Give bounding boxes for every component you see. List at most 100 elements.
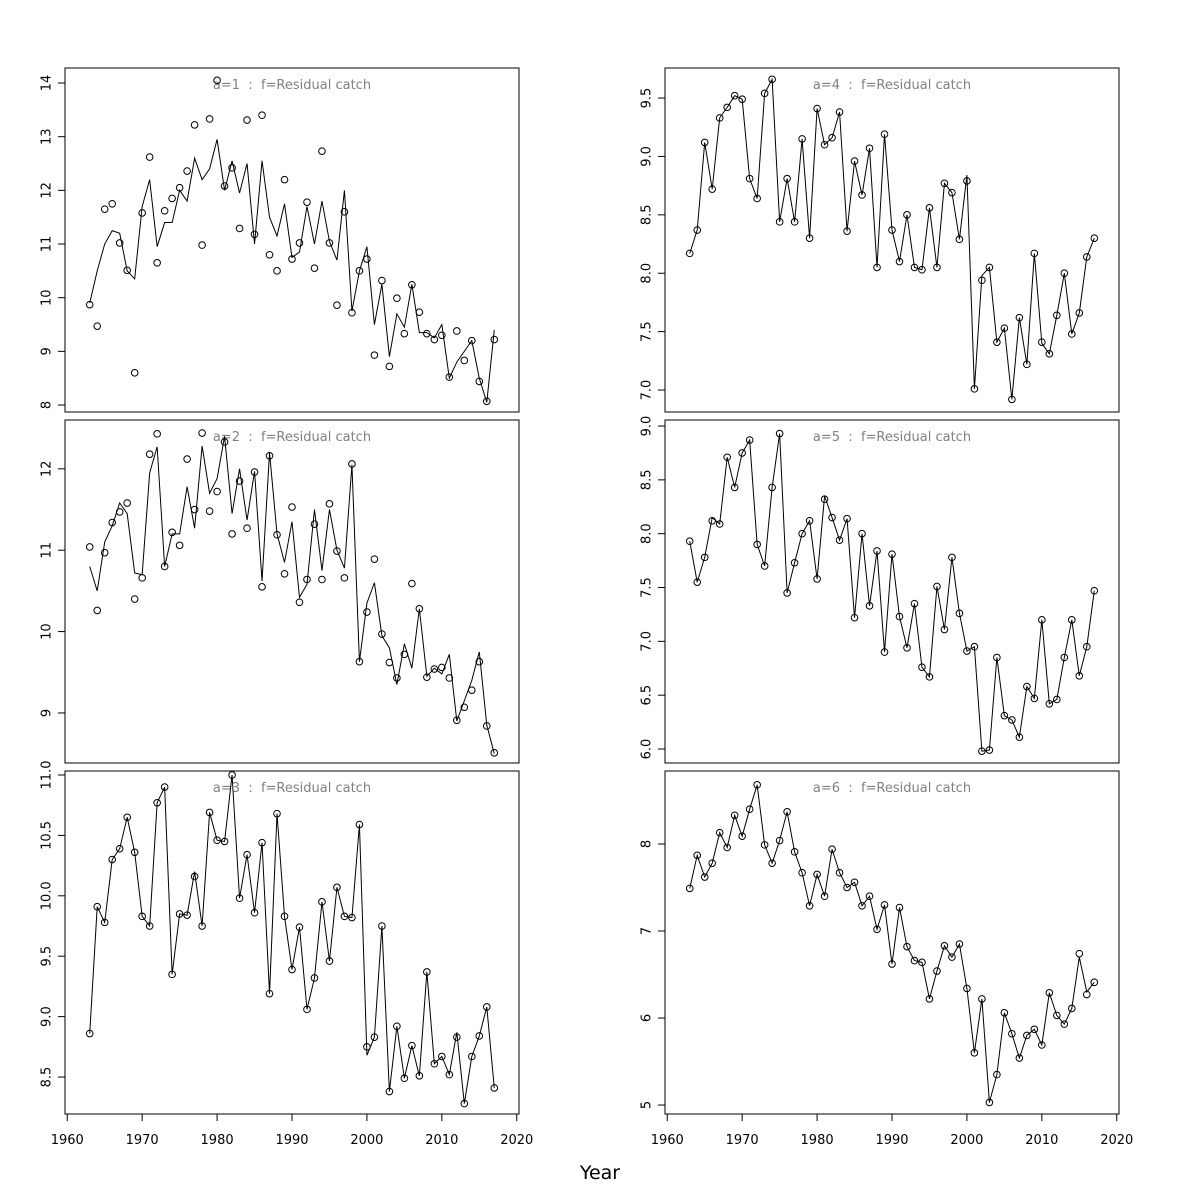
y-tick-label: 8.0: [640, 263, 655, 284]
observed-point: [850, 878, 859, 887]
observed-point: [198, 241, 206, 249]
observed-point: [93, 322, 102, 330]
observed-point: [475, 657, 484, 666]
y-tick-label: 8.5: [640, 204, 655, 225]
x-axis-label: Year: [579, 1162, 620, 1184]
x-tick-label: 1980: [201, 1133, 234, 1148]
observed-point: [243, 524, 251, 533]
observed-point: [948, 188, 956, 197]
observed-point: [1060, 653, 1069, 662]
observed-point: [700, 873, 709, 881]
observed-point: [153, 259, 161, 267]
observed-point: [895, 257, 904, 266]
observed-point: [393, 674, 401, 682]
observed-point: [775, 836, 784, 845]
observed-point: [145, 450, 154, 458]
observed-point: [460, 356, 469, 365]
observed-point: [325, 500, 334, 508]
y-tick-label: 5: [640, 1101, 655, 1109]
observed-point: [798, 868, 806, 877]
y-tick-label: 9.0: [640, 416, 655, 437]
observed-point: [310, 520, 319, 528]
observed-point: [468, 336, 476, 345]
observed-point: [693, 851, 702, 860]
observed-point: [168, 194, 176, 203]
observed-point: [213, 836, 221, 845]
y-tick-label: 10: [40, 623, 55, 640]
observed-point: [828, 513, 836, 522]
observed-point: [828, 133, 836, 142]
observed-point: [445, 373, 454, 381]
panel-title: a=3 : f=Residual catch: [213, 781, 371, 796]
y-tick-label: 7.0: [640, 380, 655, 401]
observed-point: [228, 164, 236, 172]
y-tick-label: 10.5: [40, 821, 55, 850]
observed-point: [250, 230, 259, 239]
observed-point: [123, 499, 131, 507]
plot-frame: [664, 67, 1120, 413]
y-tick-label: 8: [40, 401, 55, 409]
x-tick-label: 2010: [425, 1133, 458, 1148]
observed-point: [933, 967, 941, 975]
y-tick-label: 8.5: [40, 1067, 55, 1088]
y-tick-label: 13: [40, 128, 55, 145]
panel-title: a=6 : f=Residual catch: [813, 781, 971, 796]
observed-point: [340, 208, 349, 216]
y-tick-label: 11.0: [40, 761, 55, 790]
y-tick-label: 7.5: [640, 577, 655, 598]
y-tick-label: 9.5: [640, 88, 655, 109]
y-tick-label: 11: [40, 542, 55, 559]
x-tick-label: 1970: [726, 1133, 759, 1148]
observed-point: [370, 555, 379, 563]
observed-point: [130, 595, 139, 603]
observed-point: [123, 813, 131, 822]
y-tick-label: 9: [40, 347, 55, 355]
panel-title: a=5 : f=Residual catch: [813, 430, 971, 445]
observed-point: [265, 250, 274, 259]
observed-point: [835, 868, 844, 877]
observed-point: [1053, 311, 1061, 320]
x-tick-label: 2000: [950, 1133, 983, 1148]
observed-point: [835, 536, 844, 544]
fitted-line: [689, 433, 1095, 752]
observed-point: [1030, 1025, 1039, 1034]
observed-point: [820, 892, 829, 901]
observed-point: [963, 647, 971, 655]
y-tick-label: 7.0: [640, 631, 655, 652]
observed-point: [115, 844, 124, 853]
observed-point: [280, 175, 289, 184]
observed-point: [295, 239, 304, 247]
x-tick-label: 2010: [1025, 1133, 1058, 1148]
observed-point: [355, 267, 364, 275]
observed-point: [955, 940, 964, 948]
fitted-line: [89, 774, 495, 1104]
x-tick-label: 2020: [500, 1133, 533, 1148]
observed-point: [490, 335, 499, 344]
plot-frame: [664, 419, 1120, 764]
y-tick-label: 6.5: [640, 685, 655, 706]
observed-point: [1075, 949, 1084, 958]
observed-point: [318, 147, 326, 155]
observed-point: [318, 575, 326, 584]
observed-point: [198, 429, 206, 437]
observed-point: [820, 140, 829, 149]
observed-point: [1008, 716, 1016, 724]
observed-point: [1060, 1020, 1069, 1028]
observed-point: [190, 121, 199, 129]
y-tick-label: 10: [40, 289, 55, 306]
y-tick-label: 7: [640, 927, 655, 935]
observed-point: [340, 574, 349, 582]
observed-point: [858, 901, 866, 910]
observed-point: [430, 335, 439, 344]
observed-point: [903, 644, 911, 652]
observed-point: [183, 167, 191, 175]
observed-point: [100, 205, 109, 213]
x-tick-label: 1960: [51, 1133, 84, 1148]
observed-point: [700, 553, 709, 562]
observed-point: [235, 477, 244, 485]
y-tick-label: 8.0: [640, 523, 655, 544]
observed-point: [280, 570, 289, 578]
observed-point: [1015, 1054, 1024, 1062]
observed-point: [858, 191, 866, 199]
